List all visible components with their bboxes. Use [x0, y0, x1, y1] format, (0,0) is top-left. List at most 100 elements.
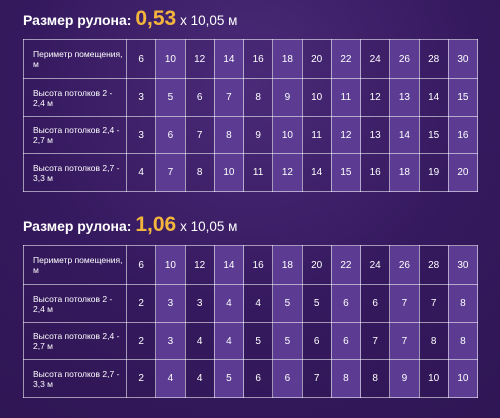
ceiling-height-label: Высота потолков 2,7 - 3,3 м: [23, 153, 127, 192]
roll-count-cell: 7: [155, 153, 186, 192]
roll-count-cell: 7: [213, 78, 245, 117]
perimeter-value-cell: 28: [418, 39, 449, 79]
roll-count-cell: 15: [330, 153, 362, 192]
roll-count-cell: 13: [359, 116, 391, 154]
table-row: Высота потолков 2,4 - 2,7 м 3 6 7 8 9 10 11 12 13…: [23, 116, 479, 154]
roll-count-cell: 12: [272, 153, 303, 192]
roll-count-cell: 4: [213, 284, 245, 323]
roll-count-cell: 7: [389, 284, 420, 323]
roll-count-cell: 20: [447, 153, 479, 192]
roll-size-title: Размер рулона: 0,53 х 10,05 м: [23, 4, 478, 34]
roll-count-cell: 2: [125, 359, 157, 398]
roll-count-cell: 4: [155, 359, 186, 398]
roll-count-cell: 5: [242, 322, 274, 360]
roll-count-cell: 7: [184, 116, 215, 154]
roll-size-title-prefix: Размер рулона:: [23, 218, 132, 234]
roll-count-cell: 6: [359, 284, 391, 323]
roll-count-cell: 5: [272, 322, 303, 360]
roll-count-cell: 4: [184, 359, 215, 398]
roll-size-title-suffix: х 10,05 м: [180, 219, 238, 234]
roll-count-cell: 12: [359, 78, 391, 117]
perimeter-value-cell: 22: [330, 39, 362, 79]
perimeter-header-label: Периметр помещения, м: [23, 245, 127, 285]
perimeter-value-cell: 28: [418, 245, 449, 285]
perimeter-value-cell: 10: [155, 245, 186, 285]
roll-count-cell: 9: [389, 359, 420, 398]
perimeter-value-cell: 24: [359, 39, 391, 79]
roll-size-value: 0,53: [135, 7, 177, 30]
roll-size-title-suffix: х 10,05 м: [180, 13, 238, 28]
roll-count-cell: 8: [330, 359, 362, 398]
roll-count-cell: 11: [242, 153, 274, 192]
roll-count-cell: 9: [242, 116, 274, 154]
roll-count-cell: 10: [272, 116, 303, 154]
roll-count-cell: 8: [242, 78, 274, 117]
roll-count-cell: 8: [447, 284, 479, 323]
roll-count-cell: 4: [213, 322, 245, 360]
perimeter-value-cell: 16: [242, 245, 274, 285]
perimeter-value-cell: 18: [272, 39, 303, 79]
roll-count-cell: 3: [155, 284, 186, 323]
ceiling-height-label: Высота потолков 2,4 - 2,7 м: [23, 116, 127, 154]
roll-count-cell: 14: [301, 153, 332, 192]
roll-count-cell: 10: [301, 78, 332, 117]
roll-count-cell: 18: [389, 153, 420, 192]
perimeter-value-cell: 20: [301, 39, 332, 79]
roll-count-cell: 6: [330, 322, 362, 360]
roll-count-cell: 16: [447, 116, 479, 154]
roll-count-cell: 19: [418, 153, 449, 192]
roll-count-cell: 6: [272, 359, 303, 398]
roll-size-title-prefix: Размер рулона:: [23, 12, 132, 28]
perimeter-header-label: Периметр помещения, м: [23, 39, 127, 79]
ceiling-height-label: Высота потолков 2,4 - 2,7 м: [23, 322, 127, 360]
roll-count-cell: 6: [184, 78, 215, 117]
roll-count-cell: 3: [125, 78, 157, 117]
roll-count-cell: 9: [272, 78, 303, 117]
roll-count-cell: 2: [125, 284, 157, 323]
table-header-row: Периметр помещения, м 6 10 12 14 16 18 20 22 24 26…: [23, 39, 479, 79]
roll-count-table: Периметр помещения, м 6 10 12 14 16 18 20 22 24 26…: [23, 245, 479, 398]
roll-count-cell: 14: [418, 78, 449, 117]
ceiling-height-label: Высота потолков 2,7 - 3,3 м: [23, 359, 127, 398]
roll-count-cell: 16: [359, 153, 391, 192]
roll-count-cell: 5: [155, 78, 186, 117]
roll-count-cell: 3: [125, 116, 157, 154]
roll-count-cell: 8: [184, 153, 215, 192]
perimeter-value-cell: 26: [389, 39, 420, 79]
roll-count-cell: 2: [125, 322, 157, 360]
roll-count-cell: 6: [330, 284, 362, 323]
perimeter-value-cell: 12: [184, 39, 215, 79]
roll-count-table: Периметр помещения, м 6 10 12 14 16 18 20 22 24 26…: [23, 39, 479, 192]
ceiling-height-label: Высота потолков 2 - 2,4 м: [23, 284, 127, 323]
roll-count-cell: 10: [447, 359, 479, 398]
roll-count-cell: 5: [272, 284, 303, 323]
roll-count-cell: 7: [359, 322, 391, 360]
perimeter-value-cell: 16: [242, 39, 274, 79]
roll-count-cell: 10: [418, 359, 449, 398]
roll-count-cell: 4: [242, 284, 274, 323]
ceiling-height-label: Высота потолков 2 - 2,4 м: [23, 78, 127, 117]
roll-count-cell: 13: [389, 78, 420, 117]
perimeter-value-cell: 6: [125, 245, 157, 285]
table-row: Высота потолков 2,7 - 3,3 м 2 4 4 5 6 6 7 8 8 9 10 1…: [23, 359, 479, 398]
perimeter-value-cell: 20: [301, 245, 332, 285]
table-row: Высота потолков 2,7 - 3,3 м 4 7 8 10 11 12 14 15…: [23, 153, 479, 192]
roll-size-title: Размер рулона: 1,06 х 10,05 м: [23, 210, 478, 240]
roll-count-cell: 6: [155, 116, 186, 154]
roll-count-cell: 6: [301, 322, 332, 360]
roll-table-section-2: Размер рулона: 1,06 х 10,05 м Периметр п…: [23, 210, 479, 398]
roll-count-cell: 12: [330, 116, 362, 154]
roll-count-cell: 3: [184, 284, 215, 323]
perimeter-value-cell: 14: [213, 39, 245, 79]
perimeter-value-cell: 14: [213, 245, 245, 285]
perimeter-value-cell: 12: [184, 245, 215, 285]
roll-count-cell: 3: [155, 322, 186, 360]
roll-table-section-1: Размер рулона: 0,53 х 10,05 м Периметр п…: [23, 4, 479, 192]
roll-count-cell: 8: [418, 322, 449, 360]
roll-count-cell: 7: [418, 284, 449, 323]
roll-size-value: 1,06: [135, 213, 177, 236]
roll-count-cell: 11: [330, 78, 362, 117]
perimeter-value-cell: 24: [359, 245, 391, 285]
roll-count-cell: 6: [242, 359, 274, 398]
roll-count-cell: 8: [359, 359, 391, 398]
